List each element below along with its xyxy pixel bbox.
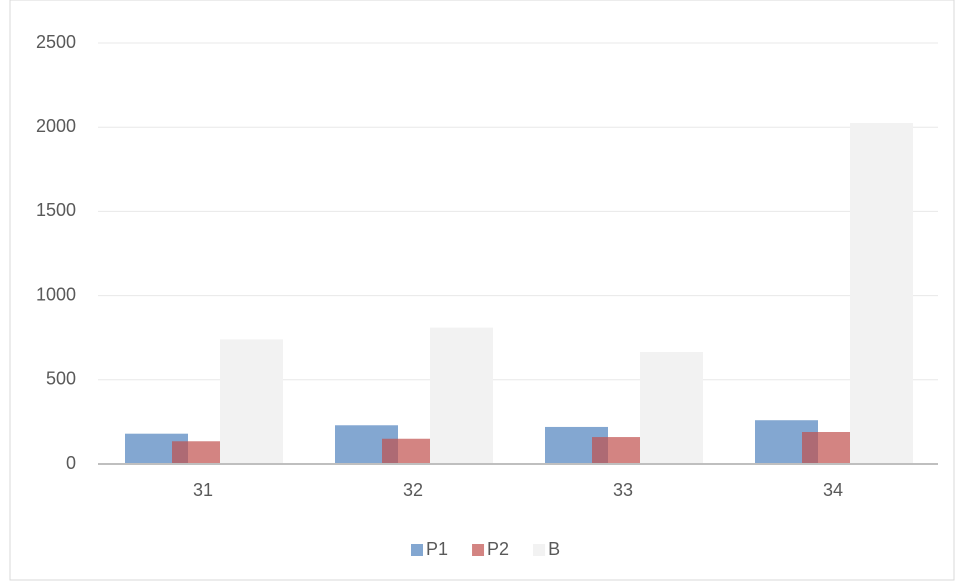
legend-label: P1 xyxy=(426,539,448,559)
y-tick-label: 1000 xyxy=(36,284,76,304)
bar xyxy=(172,441,235,464)
legend-swatch xyxy=(411,544,423,556)
bar xyxy=(850,122,913,465)
bar xyxy=(220,339,283,464)
y-tick-label: 2000 xyxy=(36,116,76,136)
bar xyxy=(430,327,493,464)
x-tick-label: 34 xyxy=(823,480,843,500)
y-tick-label: 500 xyxy=(46,369,76,389)
y-tick-label: 1500 xyxy=(36,200,76,220)
x-tick-label: 31 xyxy=(193,480,213,500)
x-tick-label: 33 xyxy=(613,480,633,500)
y-tick-label: 0 xyxy=(66,453,76,473)
chart-frame xyxy=(9,0,955,581)
y-tick-label: 2500 xyxy=(36,32,76,52)
legend-label: B xyxy=(548,539,560,559)
legend-swatch xyxy=(472,544,485,556)
x-tick-label: 32 xyxy=(403,480,423,500)
bar xyxy=(640,352,703,464)
legend-label: P2 xyxy=(487,539,509,559)
legend-swatch xyxy=(533,544,546,556)
